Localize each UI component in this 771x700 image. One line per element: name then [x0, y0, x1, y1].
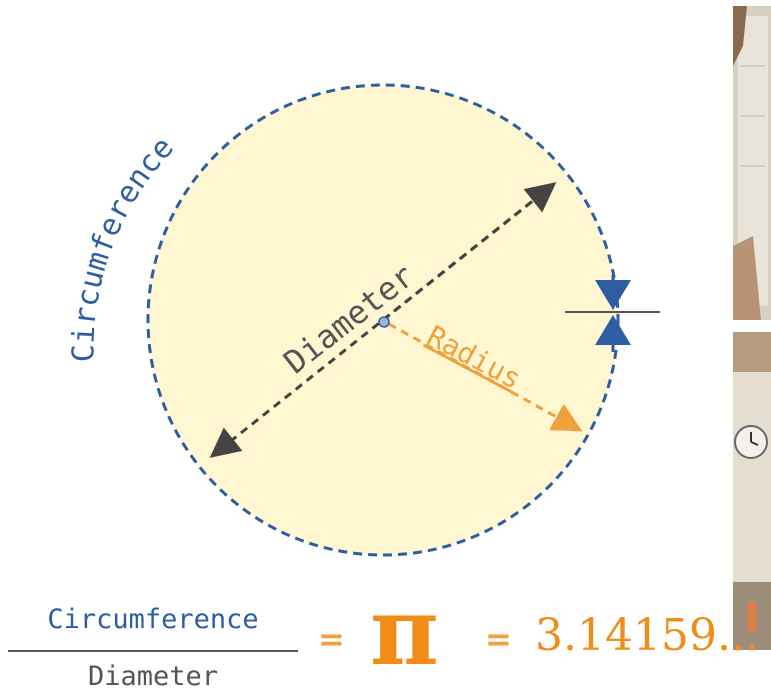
pi-symbol: π [370, 577, 439, 687]
center-point [378, 316, 390, 328]
photo-top [733, 6, 771, 320]
formula-numerator: Circumference [47, 604, 259, 635]
equals-sign-2: = [485, 620, 512, 658]
formula-fraction: Circumference Diameter [8, 598, 298, 698]
fraction-bar [8, 650, 298, 652]
pi-value: 3.14159... [535, 610, 759, 661]
diameter-line-head [382, 182, 557, 322]
photo-bottom [733, 332, 771, 650]
equals-sign-1: = [318, 620, 345, 658]
radius-line [388, 322, 583, 432]
formula-denominator: Diameter [87, 661, 219, 692]
